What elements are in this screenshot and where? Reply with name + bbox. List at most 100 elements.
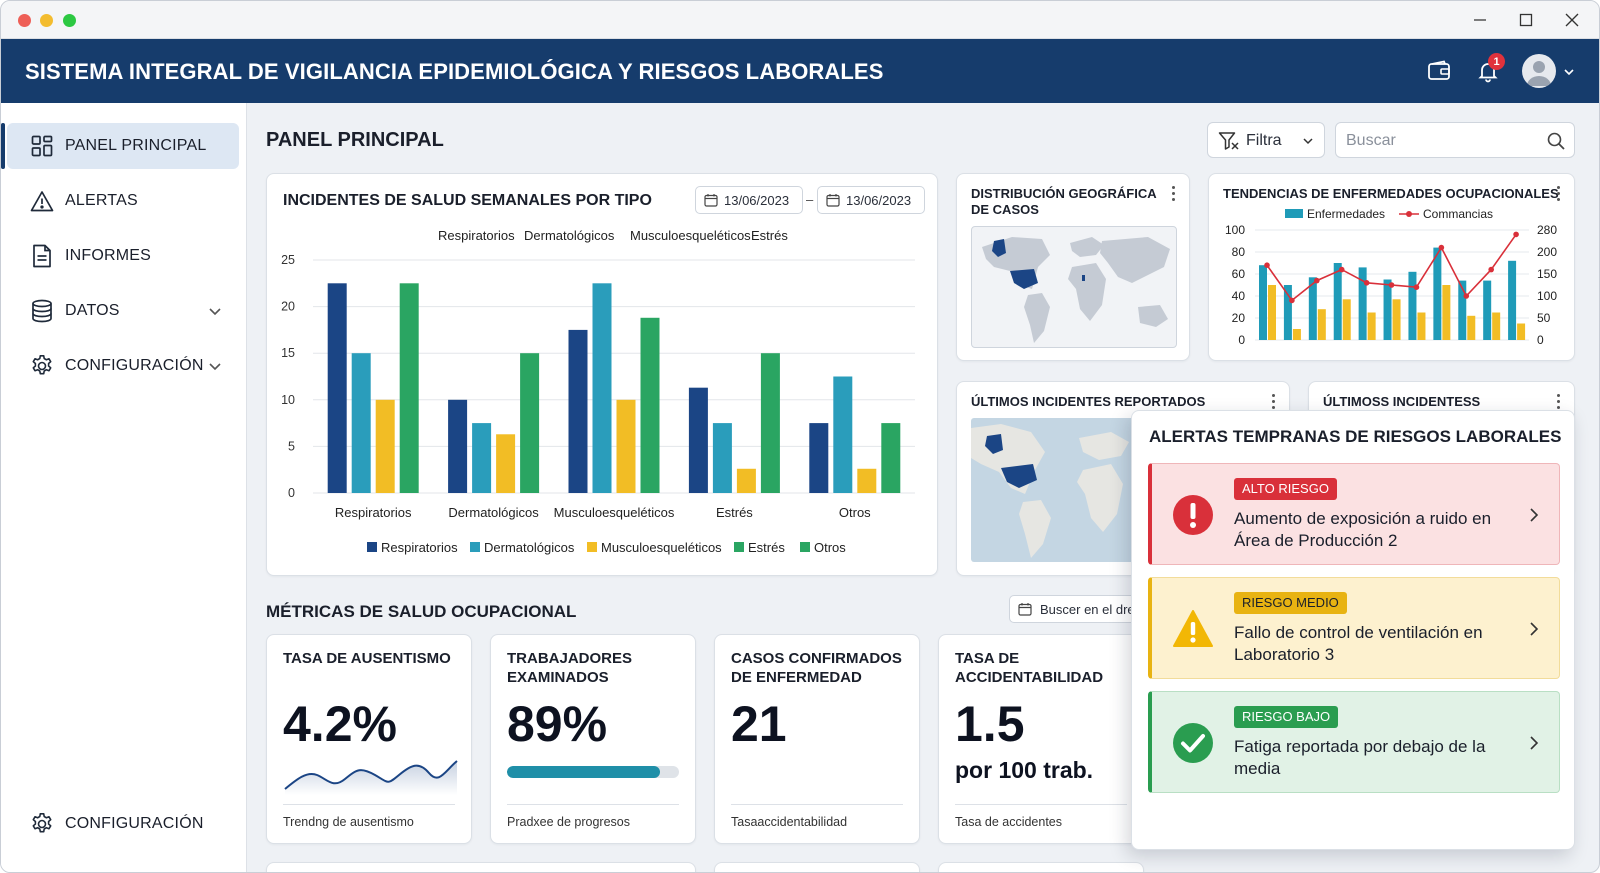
alert-medium-risk[interactable]: RIESGO MEDIO Fallo de control de ventila…: [1148, 577, 1560, 679]
wallet-icon[interactable]: [1425, 57, 1453, 85]
alert-low-risk[interactable]: RIESGO BAJO Fatiga reportada por debajo …: [1148, 691, 1560, 793]
dashboard-icon: [29, 133, 55, 159]
line-point: [1314, 277, 1320, 284]
bar-estrés: [520, 353, 540, 493]
bar-musculoesqueléticos: [616, 399, 636, 493]
calendar-icon: [704, 194, 718, 207]
page-title: PANEL PRINCIPAL: [266, 129, 444, 151]
filter-dropdown[interactable]: Filtra: [1207, 122, 1325, 158]
bar-enfermedades: [1483, 280, 1492, 340]
alert-high-risk[interactable]: ALTO RIESGO Aumento de exposición a ruid…: [1148, 463, 1560, 565]
bar-dermatológicos: [592, 283, 612, 493]
bar-secondary: [1392, 299, 1401, 340]
bar-respiratorios: [688, 387, 708, 493]
bar-estrés: [760, 353, 780, 493]
date-search-value: Buscer en el dre: [1040, 602, 1135, 617]
search-box[interactable]: [1335, 122, 1575, 158]
filter-icon: [1218, 132, 1239, 150]
line-point: [1413, 284, 1420, 290]
gear-icon: [29, 811, 55, 837]
chevron-down-icon[interactable]: [1563, 65, 1575, 77]
line-point: [1463, 293, 1470, 299]
date-to-value: 13/06/2023: [846, 193, 912, 208]
chevron-right-icon: [1530, 508, 1539, 522]
bar-enfermedades: [1408, 271, 1417, 340]
metric-card-casos[interactable]: CASOS CONFIRMADOS DE ENFERMEDAD 21 Tasaa…: [714, 634, 920, 844]
card-title: TENDENCIAS DE ENFERMEDADES OCUPACIONALES: [1223, 186, 1559, 201]
line-point: [1513, 231, 1519, 238]
sidebar-item-datos[interactable]: DATOS: [7, 288, 239, 334]
sidebar-item-informes[interactable]: INFORMES: [7, 233, 239, 279]
incidents-map[interactable]: [971, 418, 1141, 562]
sidebar-item-alertas[interactable]: ALERTAS: [7, 178, 239, 224]
calendar-icon: [1018, 603, 1032, 616]
check-icon: [1173, 723, 1213, 763]
x-tick-label: Dermatológicos: [448, 505, 539, 520]
bar-enfermedades: [1333, 263, 1342, 340]
line-point: [1338, 266, 1345, 273]
metric-subvalue: por 100 trab.: [955, 757, 1094, 783]
metric-card-trabajadores[interactable]: TRABAJADORES EXAMINADOS 89% Pradxee de p…: [490, 634, 696, 844]
metric-card-accidentabilidad[interactable]: TASA DE ACCIDENTABILIDAD 1.5 por 100 tra…: [938, 634, 1144, 844]
bar-respiratorios: [568, 329, 588, 493]
legend-swatch: [587, 542, 597, 552]
sidebar-item-panel-principal[interactable]: PANEL PRINCIPAL: [1, 123, 239, 169]
warning-icon: [1173, 610, 1213, 647]
bar-secondary: [1517, 323, 1526, 340]
sidebar-footer-settings[interactable]: CONFIGURACIÓN: [7, 801, 239, 847]
minimize-window-button[interactable]: [40, 14, 53, 27]
date-separator: –: [806, 192, 814, 207]
metric-card-ausentismo[interactable]: TASA DE AUSENTISMO 4.2% Trendng de ausen…: [266, 634, 472, 844]
bar-enfermedades: [1458, 280, 1467, 340]
window-titlebar: [1, 1, 1599, 39]
chevron-right-icon: [1530, 622, 1539, 636]
line-point: [1438, 244, 1445, 251]
early-alerts-panel: ALERTAS TEMPRANAS DE RIESGOS LABORALES A…: [1131, 410, 1575, 850]
trends-combo-chart: Enfermedades Commancias 0 20 40 60 80 100 0 50 100…: [1225, 207, 1557, 347]
bar-enfermedades: [1433, 247, 1442, 340]
more-options-icon[interactable]: [1271, 394, 1277, 412]
maximize-icon[interactable]: [1513, 7, 1539, 33]
close-window-button[interactable]: [18, 14, 31, 27]
legend-label: Musculoesqueléticos: [601, 540, 722, 555]
avatar[interactable]: [1522, 54, 1556, 88]
x-tick-label: Musculoesqueléticos: [554, 505, 675, 520]
sidebar-item-label: DATOS: [65, 302, 120, 319]
y-left-tick-label: 0: [1238, 333, 1245, 347]
y-right-tick-label: 0: [1537, 333, 1544, 347]
bar-secondary: [1492, 312, 1501, 340]
date-to-picker[interactable]: 13/06/2023: [817, 186, 925, 214]
zoom-window-button[interactable]: [63, 14, 76, 27]
world-map[interactable]: [971, 226, 1177, 348]
bar-secondary: [1317, 309, 1326, 340]
more-options-icon[interactable]: [1556, 186, 1562, 204]
search-input[interactable]: [1346, 130, 1536, 152]
legend-label: Respiratorios: [381, 540, 458, 555]
chevron-down-icon: [209, 363, 221, 371]
line-point: [1388, 282, 1395, 288]
bar-musculoesqueléticos: [496, 434, 516, 493]
database-icon: [29, 298, 55, 324]
sidebar-item-configuracion[interactable]: CONFIGURACIÓN: [7, 343, 239, 389]
line-point: [1289, 297, 1295, 304]
date-search-field[interactable]: Buscer en el dre: [1009, 595, 1137, 623]
date-from-picker[interactable]: 13/06/2023: [695, 186, 803, 214]
bar-secondary: [1367, 312, 1376, 340]
date-from-value: 13/06/2023: [724, 193, 790, 208]
legend-swatch: [367, 542, 377, 552]
line-point: [1488, 266, 1494, 273]
close-icon[interactable]: [1559, 7, 1585, 33]
bar-enfermedades: [1283, 285, 1292, 340]
document-icon: [29, 243, 55, 269]
metrics-section-title: MÉTRICAS DE SALUD OCUPACIONAL: [266, 602, 577, 621]
alert-text: Aumento de exposición a ruido en Área de…: [1234, 509, 1492, 550]
search-icon[interactable]: [1546, 131, 1566, 151]
minimize-icon[interactable]: [1467, 7, 1493, 33]
progress-fill: [507, 766, 661, 778]
card-title: ÚLTIMOS INCIDENTES REPORTADOS: [971, 394, 1206, 409]
more-options-icon[interactable]: [1171, 186, 1177, 204]
more-options-icon[interactable]: [1556, 394, 1562, 412]
card-title: INCIDENTES DE SALUD SEMANALES POR TIPO: [283, 192, 652, 209]
divider: [731, 804, 903, 805]
bottom-card: [938, 862, 1144, 872]
